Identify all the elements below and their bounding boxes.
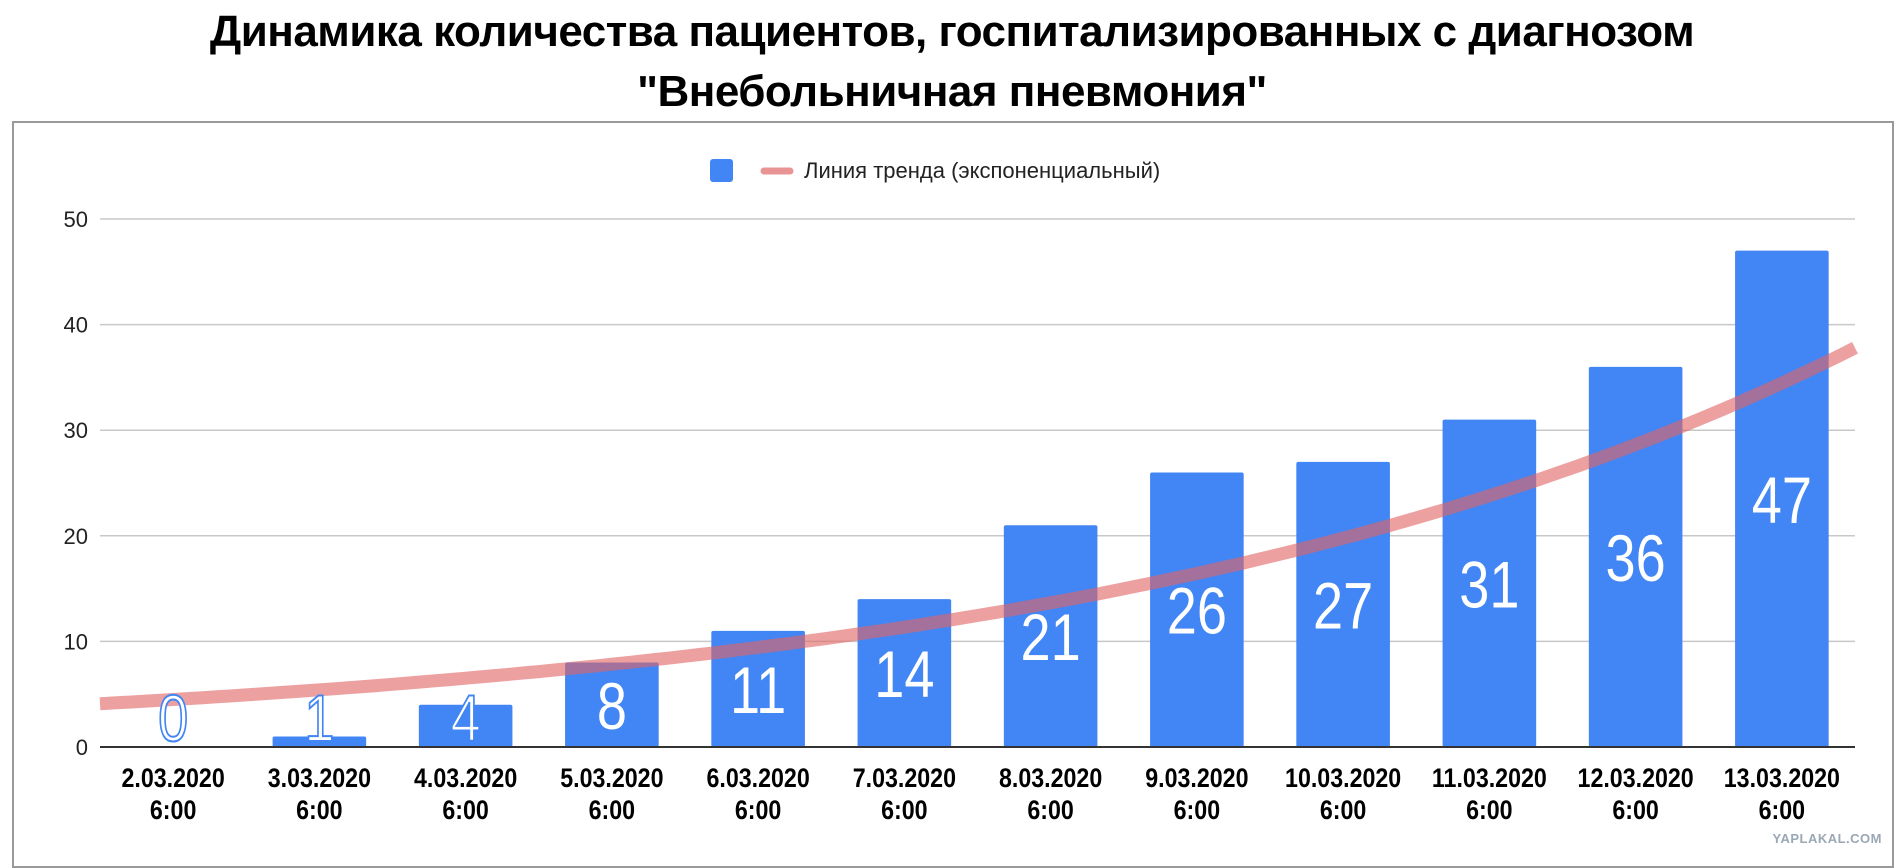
- data-label: 8: [597, 669, 627, 743]
- x-tick-label: 5.03.2020 6:00: [560, 763, 663, 825]
- legend-swatch-bars: [710, 159, 733, 182]
- data-label: 47: [1752, 463, 1812, 537]
- y-tick-label: 40: [64, 313, 88, 338]
- x-tick-label: 10.03.2020 6:00: [1285, 763, 1401, 825]
- trendline: [99, 342, 1858, 711]
- x-tick-label: 11.03.2020 6:00: [1432, 763, 1547, 825]
- data-label: 31: [1459, 547, 1519, 621]
- x-tick-label: 13.03.2020 6:00: [1724, 763, 1840, 825]
- data-label: 26: [1167, 574, 1227, 648]
- y-tick-label: 30: [64, 418, 88, 443]
- watermark: YAPLAKAL.COM: [1772, 831, 1882, 846]
- bar: [711, 630, 805, 747]
- y-tick-label: 0: [76, 735, 88, 760]
- data-label: 21: [1021, 600, 1081, 674]
- x-tick-label: 3.03.2020 6:00: [268, 763, 371, 825]
- data-label: 4: [451, 681, 481, 755]
- y-tick-label: 20: [64, 524, 88, 549]
- chart-frame: [12, 121, 1894, 868]
- bar: [565, 662, 659, 747]
- data-label: 11: [730, 653, 786, 727]
- data-label: 0: [158, 681, 188, 755]
- bar: [1588, 366, 1683, 747]
- bar: [1150, 472, 1244, 747]
- chart-title-line-2: "Внебольничная пневмония": [637, 67, 1267, 116]
- y-tick-label: 10: [64, 629, 88, 654]
- x-tick-label: 9.03.2020 6:00: [1145, 763, 1248, 825]
- data-label: 1: [304, 681, 334, 755]
- data-label: 14: [874, 637, 934, 711]
- bar: [418, 704, 513, 747]
- chart-title: Динамика количества пациентов, госпитали…: [0, 2, 1904, 122]
- chart-title-line-1: Динамика количества пациентов, госпитали…: [209, 7, 1695, 56]
- x-tick-label: 2.03.2020 6:00: [121, 763, 224, 825]
- data-label: 27: [1313, 568, 1373, 642]
- y-tick-label: 50: [64, 207, 88, 232]
- x-tick-label: 6.03.2020 6:00: [706, 763, 809, 825]
- x-tick-label: 4.03.2020 6:00: [414, 763, 517, 825]
- bar: [1003, 525, 1098, 747]
- x-tick-label: 12.03.2020 6:00: [1578, 763, 1694, 825]
- x-tick-label: 8.03.2020 6:00: [999, 763, 1102, 825]
- x-tick-label: 7.03.2020 6:00: [853, 763, 956, 825]
- bar: [272, 736, 367, 747]
- data-label: 36: [1606, 521, 1666, 595]
- legend-label-trendline: Линия тренда (экспоненциальный): [804, 158, 1160, 183]
